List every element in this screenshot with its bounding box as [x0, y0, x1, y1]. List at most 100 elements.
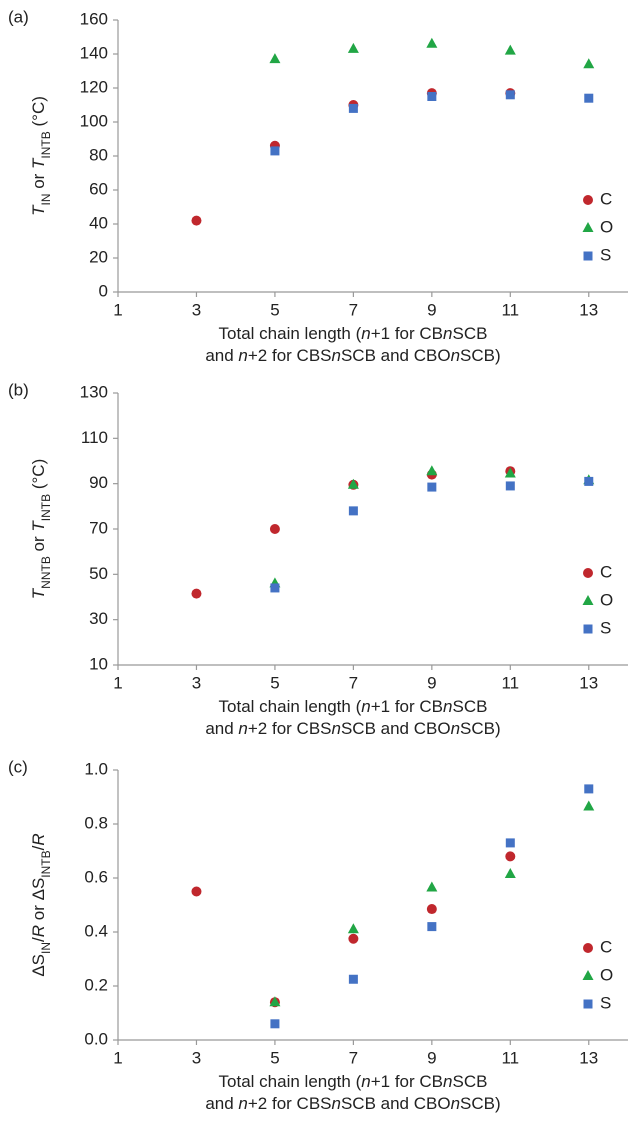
legend-marker [583, 624, 593, 634]
x-axis-title: and n+2 for CBSnSCB and CBOnSCB) [205, 719, 500, 738]
label-part: n [332, 719, 341, 738]
point [347, 923, 359, 934]
y-tick-label: 30 [89, 609, 108, 628]
legend-item: C [583, 562, 612, 581]
y-tick-label: 0.0 [84, 1029, 108, 1048]
point [348, 103, 358, 113]
label-part: / [29, 845, 48, 850]
label-part: SCB) [460, 719, 501, 738]
point [347, 42, 359, 53]
label-part: T [29, 157, 48, 169]
point [584, 93, 594, 103]
legend-marker [582, 222, 594, 232]
y-tick-label: 10 [89, 654, 108, 673]
legend-marker [583, 999, 593, 1009]
label-part: ΔS [29, 954, 48, 977]
point [426, 904, 437, 915]
label-part: R [29, 925, 48, 937]
point [504, 467, 516, 478]
label-part: SCB) [460, 346, 501, 365]
point [505, 90, 515, 100]
point [269, 53, 281, 64]
legend-item: C [583, 189, 612, 208]
y-tick-label: 0.2 [84, 975, 108, 994]
x-tick-label: 13 [579, 300, 598, 319]
x-tick-label: 9 [427, 300, 436, 319]
label-part: n [443, 697, 452, 716]
legend-label: C [600, 937, 612, 956]
label-part: n [238, 1094, 247, 1113]
x-tick-label: 13 [579, 1048, 598, 1067]
legend-item: O [582, 217, 613, 236]
x-tick-label: 11 [501, 300, 519, 319]
label-part: SCB and CBO [341, 346, 451, 365]
y-axis-title: TNNTB or TINTB (°C) [29, 459, 53, 599]
label-part: INTB [39, 494, 53, 521]
label-part: (°C) [29, 96, 48, 131]
point [427, 922, 437, 932]
y-axis-title: TIN or TINTB (°C) [29, 96, 53, 216]
legend-marker [583, 195, 593, 205]
point [505, 838, 515, 848]
legend-marker [582, 970, 594, 980]
label-part: +2 for CBS [248, 1094, 332, 1113]
y-tick-label: 80 [89, 145, 108, 164]
label-part: +1 for CB [371, 324, 443, 343]
x-axis-title: Total chain length (n+1 for CBnSCB [219, 324, 488, 343]
label-part: R [29, 833, 48, 845]
y-tick-label: 60 [89, 179, 108, 198]
legend-marker [583, 251, 593, 261]
x-tick-label: 7 [349, 673, 358, 692]
label-part: n [451, 1094, 460, 1113]
label-part: SCB [452, 1072, 487, 1091]
label-part: INTB [39, 131, 53, 158]
point [348, 974, 358, 984]
point [191, 886, 202, 897]
y-tick-label: 50 [89, 564, 108, 583]
legend-marker [582, 595, 594, 605]
y-tick-label: 130 [80, 382, 108, 401]
label-part: and [205, 1094, 238, 1113]
legend-marker [583, 943, 593, 953]
label-part: SCB [452, 697, 487, 716]
label-part: n [361, 324, 370, 343]
point [583, 800, 595, 811]
label-part: or ΔS [29, 878, 48, 925]
x-tick-label: 3 [192, 300, 201, 319]
point [504, 867, 516, 878]
x-tick-label: 7 [349, 1048, 358, 1067]
label-part: n [451, 719, 460, 738]
legend-label: C [600, 189, 612, 208]
label-part: n [332, 1094, 341, 1113]
label-part: and [205, 346, 238, 365]
label-part: and [205, 719, 238, 738]
panel-label: (a) [8, 7, 29, 26]
point [269, 996, 281, 1007]
y-tick-label: 70 [89, 518, 108, 537]
label-part: n [332, 346, 341, 365]
label-part: (°C) [29, 459, 48, 494]
point [191, 588, 202, 599]
point [427, 482, 437, 492]
legend-marker [583, 568, 593, 578]
legend-label: S [600, 618, 611, 637]
label-part: +1 for CB [371, 1072, 443, 1091]
label-part: or [29, 169, 48, 194]
label-part: IN [39, 194, 53, 206]
legend-label: O [600, 965, 613, 984]
x-tick-label: 11 [501, 1048, 519, 1067]
x-axis-title: Total chain length (n+1 for CBnSCB [219, 697, 488, 716]
point [348, 933, 359, 944]
y-tick-label: 0.6 [84, 867, 108, 886]
point [426, 465, 438, 476]
panel-label: (c) [8, 757, 28, 776]
label-part: SCB and CBO [341, 719, 451, 738]
y-tick-label: 40 [89, 213, 108, 232]
y-tick-label: 20 [89, 247, 108, 266]
x-tick-label: 7 [349, 300, 358, 319]
point [584, 784, 594, 794]
x-tick-label: 9 [427, 1048, 436, 1067]
